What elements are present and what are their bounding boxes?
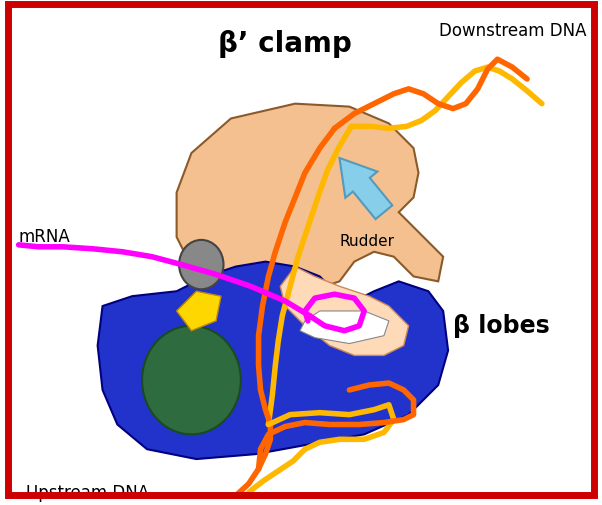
Text: Upstream DNA: Upstream DNA — [25, 484, 149, 502]
Ellipse shape — [142, 326, 241, 434]
Text: Rudder: Rudder — [340, 234, 394, 249]
Text: Flap: Flap — [176, 311, 240, 337]
Text: β’ clamp: β’ clamp — [219, 30, 352, 58]
Ellipse shape — [179, 240, 223, 289]
Polygon shape — [176, 104, 443, 291]
Polygon shape — [98, 262, 448, 459]
Polygon shape — [281, 267, 409, 356]
FancyArrow shape — [340, 158, 393, 219]
Polygon shape — [176, 291, 221, 331]
Text: Downstream DNA: Downstream DNA — [439, 22, 586, 40]
Text: mRNA: mRNA — [19, 228, 70, 246]
Text: β lobes: β lobes — [453, 314, 550, 338]
Polygon shape — [300, 311, 389, 343]
